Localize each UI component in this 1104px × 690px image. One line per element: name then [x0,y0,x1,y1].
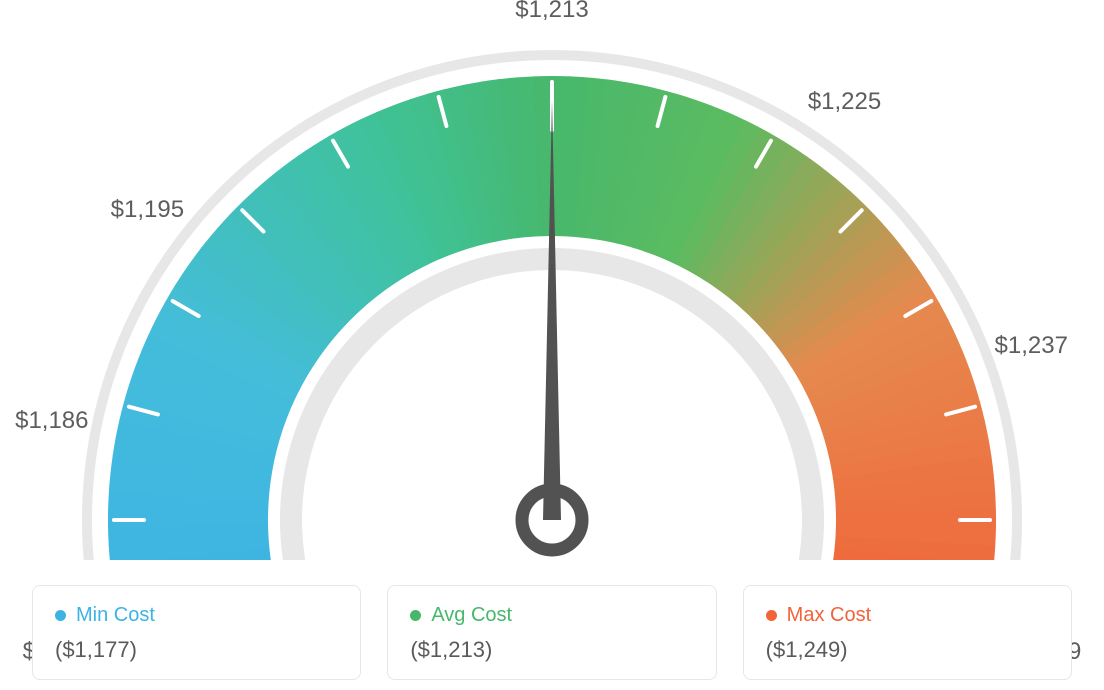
dot-icon [766,610,777,621]
dot-icon [55,610,66,621]
card-value: ($1,213) [410,637,693,663]
max-cost-card: Max Cost ($1,249) [743,585,1072,680]
card-title: Min Cost [76,604,155,627]
gauge-svg [0,0,1104,560]
card-value: ($1,177) [55,637,338,663]
card-title: Avg Cost [431,604,512,627]
gauge-tick-label: $1,225 [808,88,881,116]
gauge-tick-label: $1,195 [111,196,184,224]
gauge-tick-label: $1,237 [995,332,1068,360]
min-cost-card: Min Cost ($1,177) [32,585,361,680]
summary-cards: Min Cost ($1,177) Avg Cost ($1,213) Max … [32,585,1072,680]
avg-cost-card: Avg Cost ($1,213) [387,585,716,680]
gauge-tick-label: $1,213 [515,0,588,24]
gauge-tick-label: $1,186 [15,407,88,435]
gauge-chart: $1,177$1,186$1,195$1,213$1,225$1,237$1,2… [0,0,1104,560]
dot-icon [410,610,421,621]
card-value: ($1,249) [766,637,1049,663]
card-title: Max Cost [787,604,871,627]
